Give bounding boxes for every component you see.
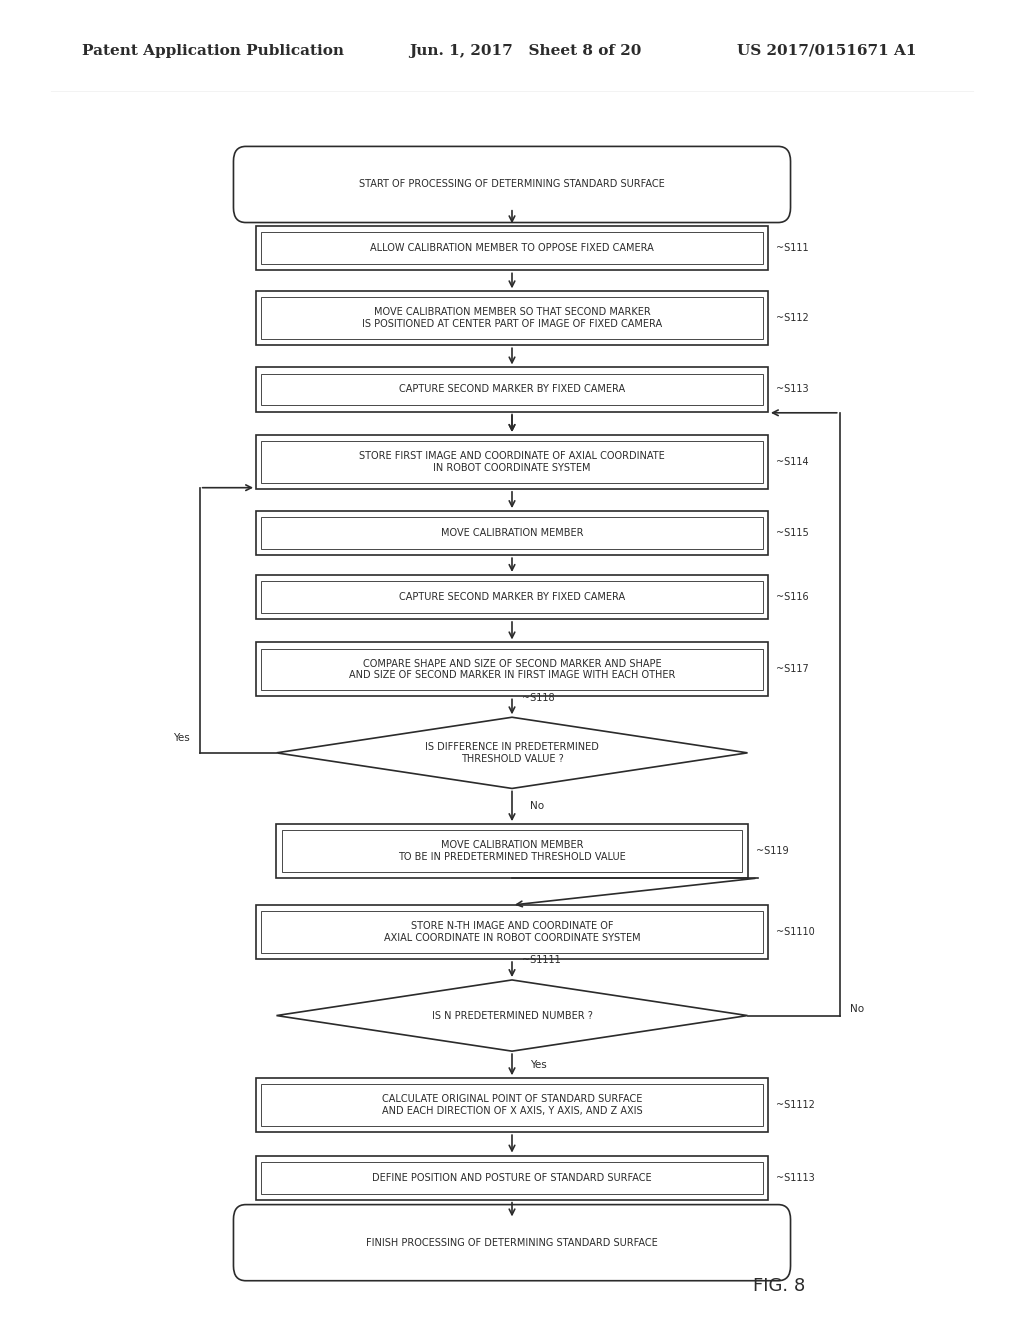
- Text: STORE N-TH IMAGE AND COORDINATE OF
AXIAL COORDINATE IN ROBOT COORDINATE SYSTEM: STORE N-TH IMAGE AND COORDINATE OF AXIAL…: [384, 921, 640, 942]
- Bar: [261, 441, 763, 483]
- Text: ~S113: ~S113: [776, 384, 809, 395]
- Text: MOVE CALIBRATION MEMBER
TO BE IN PREDETERMINED THRESHOLD VALUE: MOVE CALIBRATION MEMBER TO BE IN PREDETE…: [398, 841, 626, 862]
- Bar: [261, 232, 763, 264]
- Bar: [261, 911, 763, 953]
- Text: CALCULATE ORIGINAL POINT OF STANDARD SURFACE
AND EACH DIRECTION OF X AXIS, Y AXI: CALCULATE ORIGINAL POINT OF STANDARD SUR…: [382, 1094, 642, 1115]
- Text: Yes: Yes: [173, 733, 189, 743]
- Bar: [261, 581, 763, 612]
- Bar: [256, 1078, 768, 1133]
- Text: CAPTURE SECOND MARKER BY FIXED CAMERA: CAPTURE SECOND MARKER BY FIXED CAMERA: [399, 591, 625, 602]
- Text: ~S111: ~S111: [776, 243, 809, 253]
- Text: No: No: [850, 1005, 864, 1014]
- Text: ~S112: ~S112: [776, 313, 809, 323]
- FancyBboxPatch shape: [233, 147, 791, 223]
- Text: FIG. 8: FIG. 8: [753, 1276, 805, 1295]
- Bar: [261, 374, 763, 405]
- Text: ALLOW CALIBRATION MEMBER TO OPPOSE FIXED CAMERA: ALLOW CALIBRATION MEMBER TO OPPOSE FIXED…: [370, 243, 654, 253]
- Text: No: No: [530, 801, 545, 812]
- Bar: [256, 367, 768, 412]
- Bar: [261, 297, 763, 339]
- Bar: [261, 1162, 763, 1193]
- Text: ~S119: ~S119: [756, 846, 788, 857]
- Bar: [256, 1155, 768, 1200]
- Text: ~S1112: ~S1112: [776, 1100, 815, 1110]
- Text: ~S115: ~S115: [776, 528, 809, 539]
- Bar: [256, 643, 768, 697]
- Bar: [256, 574, 768, 619]
- Bar: [261, 648, 763, 690]
- Text: ~S117: ~S117: [776, 664, 809, 675]
- Bar: [256, 434, 768, 488]
- FancyBboxPatch shape: [233, 1205, 791, 1280]
- Bar: [261, 517, 763, 549]
- Text: ~S1110: ~S1110: [776, 927, 815, 937]
- Polygon shape: [276, 717, 748, 788]
- Bar: [282, 830, 742, 873]
- Text: DEFINE POSITION AND POSTURE OF STANDARD SURFACE: DEFINE POSITION AND POSTURE OF STANDARD …: [372, 1172, 652, 1183]
- Text: START OF PROCESSING OF DETERMINING STANDARD SURFACE: START OF PROCESSING OF DETERMINING STAND…: [359, 180, 665, 190]
- Text: ~S1111: ~S1111: [522, 956, 561, 965]
- Text: ~S1113: ~S1113: [776, 1172, 815, 1183]
- Text: CAPTURE SECOND MARKER BY FIXED CAMERA: CAPTURE SECOND MARKER BY FIXED CAMERA: [399, 384, 625, 395]
- Text: IS N PREDETERMINED NUMBER ?: IS N PREDETERMINED NUMBER ?: [431, 1011, 593, 1020]
- Bar: [261, 1084, 763, 1126]
- Bar: [256, 226, 768, 271]
- Text: MOVE CALIBRATION MEMBER: MOVE CALIBRATION MEMBER: [440, 528, 584, 539]
- Text: STORE FIRST IMAGE AND COORDINATE OF AXIAL COORDINATE
IN ROBOT COORDINATE SYSTEM: STORE FIRST IMAGE AND COORDINATE OF AXIA…: [359, 451, 665, 473]
- Text: Patent Application Publication: Patent Application Publication: [82, 44, 344, 58]
- Text: Yes: Yes: [530, 1060, 547, 1069]
- Text: Jun. 1, 2017   Sheet 8 of 20: Jun. 1, 2017 Sheet 8 of 20: [410, 44, 642, 58]
- Text: ~S114: ~S114: [776, 457, 809, 467]
- Polygon shape: [276, 979, 748, 1051]
- Bar: [256, 511, 768, 556]
- Text: FINISH PROCESSING OF DETERMINING STANDARD SURFACE: FINISH PROCESSING OF DETERMINING STANDAR…: [367, 1238, 657, 1247]
- Bar: [256, 292, 768, 346]
- Text: IS DIFFERENCE IN PREDETERMINED
THRESHOLD VALUE ?: IS DIFFERENCE IN PREDETERMINED THRESHOLD…: [425, 742, 599, 764]
- Bar: [256, 906, 768, 960]
- Text: US 2017/0151671 A1: US 2017/0151671 A1: [737, 44, 916, 58]
- Text: MOVE CALIBRATION MEMBER SO THAT SECOND MARKER
IS POSITIONED AT CENTER PART OF IM: MOVE CALIBRATION MEMBER SO THAT SECOND M…: [361, 308, 663, 329]
- Text: COMPARE SHAPE AND SIZE OF SECOND MARKER AND SHAPE
AND SIZE OF SECOND MARKER IN F: COMPARE SHAPE AND SIZE OF SECOND MARKER …: [349, 659, 675, 680]
- Bar: [276, 824, 748, 878]
- Text: ~S118: ~S118: [522, 693, 555, 702]
- Text: ~S116: ~S116: [776, 591, 809, 602]
